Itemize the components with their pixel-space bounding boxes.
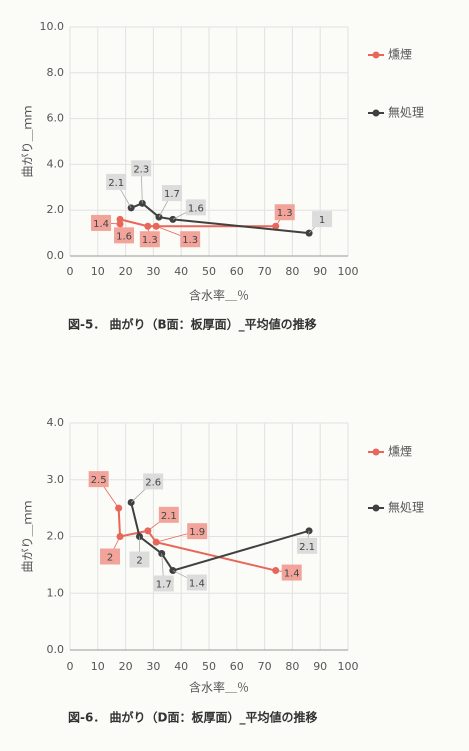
value-label-box: [129, 551, 150, 568]
y-tick-label: 1.0: [47, 586, 65, 599]
value-label-box: [297, 537, 318, 554]
y-tick-label: 3.0: [47, 473, 65, 486]
caption: 図-6． 曲がり（D面：板厚面）_平均値の推移: [68, 710, 317, 726]
value-label: 2: [107, 553, 113, 564]
value-label: 1: [319, 215, 325, 226]
value-label: 1.4: [189, 579, 205, 590]
value-label-box: [161, 185, 182, 202]
y-tick-label: 0.0: [47, 643, 65, 656]
value-label-box: [281, 564, 302, 581]
legend-marker: [372, 504, 380, 512]
x-tick-label: 50: [202, 660, 216, 673]
x-tick-label: 0: [67, 660, 74, 673]
value-label-box: [143, 473, 164, 490]
value-label: 1.6: [116, 231, 132, 242]
value-label: 1.6: [188, 203, 204, 214]
y-tick-label: 10.0: [40, 20, 65, 33]
legend-marker: [372, 109, 380, 117]
value-label: 2: [136, 556, 142, 567]
y-tick-label: 2.0: [47, 530, 65, 543]
legend-label: 燻煙: [388, 444, 412, 459]
value-label: 2.1: [161, 511, 177, 522]
y-tick-label: 4.0: [47, 416, 65, 429]
value-label-box: [274, 204, 295, 221]
value-label-box: [114, 227, 135, 244]
value-label: 1.3: [277, 208, 293, 219]
y-tick-label: 2.0: [47, 203, 65, 216]
x-tick-label: 100: [338, 265, 359, 278]
legend-label: 燻煙: [388, 47, 412, 62]
x-tick-label: 70: [258, 265, 272, 278]
value-label: 2.5: [91, 475, 107, 486]
value-label-box: [180, 231, 201, 248]
legend-label: 無処理: [388, 500, 424, 515]
x-tick-label: 10: [91, 660, 105, 673]
value-label-box: [187, 523, 208, 540]
x-tick-label: 90: [313, 660, 327, 673]
y-axis-title: 曲がり＿ｍｍ: [20, 500, 35, 572]
x-tick-label: 80: [285, 660, 299, 673]
value-label-box: [100, 548, 121, 565]
y-tick-label: 8.0: [47, 66, 65, 79]
x-tick-label: 40: [174, 265, 188, 278]
value-label: 1.7: [164, 189, 180, 200]
legend-marker: [372, 448, 380, 456]
value-label: 2.1: [299, 542, 315, 553]
value-label: 1.3: [182, 235, 198, 246]
value-label-box: [131, 160, 152, 177]
value-label: 1.9: [189, 527, 205, 538]
x-tick-label: 20: [119, 660, 133, 673]
x-axis-title: 含水率＿％: [189, 288, 249, 303]
x-tick-label: 60: [230, 265, 244, 278]
value-label: 2.3: [133, 164, 149, 175]
value-label: 2.6: [145, 477, 161, 488]
x-tick-label: 90: [313, 265, 327, 278]
value-label: 1.3: [142, 235, 158, 246]
y-tick-label: 0.0: [47, 249, 65, 262]
x-tick-label: 30: [146, 660, 160, 673]
value-label-box: [91, 214, 112, 231]
value-label-box: [88, 471, 109, 488]
value-label-box: [139, 231, 160, 248]
value-label-box: [153, 575, 174, 592]
value-label: 2.1: [108, 178, 124, 189]
value-label-box: [312, 211, 333, 228]
x-tick-label: 30: [146, 265, 160, 278]
x-tick-label: 60: [230, 660, 244, 673]
x-tick-label: 20: [119, 265, 133, 278]
caption: 図-5． 曲がり（B面：板厚面）_平均値の推移: [68, 317, 317, 333]
x-tick-label: 100: [338, 660, 359, 673]
value-label: 1.7: [156, 580, 172, 591]
value-label-box: [106, 173, 127, 190]
value-label: 1.4: [284, 569, 300, 580]
x-tick-label: 0: [67, 265, 74, 278]
x-tick-label: 70: [258, 660, 272, 673]
x-tick-label: 10: [91, 265, 105, 278]
value-label-box: [185, 199, 206, 216]
x-axis-title: 含水率＿％: [189, 680, 249, 695]
legend-label: 無処理: [388, 105, 424, 120]
legend-marker: [372, 51, 380, 59]
value-label-box: [158, 506, 179, 523]
x-tick-label: 80: [285, 265, 299, 278]
y-axis-title: 曲がり＿ｍｍ: [20, 105, 35, 177]
value-label-box: [186, 574, 207, 591]
x-tick-label: 40: [174, 660, 188, 673]
y-tick-label: 4.0: [47, 157, 65, 170]
x-tick-label: 50: [202, 265, 216, 278]
y-tick-label: 6.0: [47, 112, 65, 125]
value-label: 1.4: [93, 219, 109, 230]
